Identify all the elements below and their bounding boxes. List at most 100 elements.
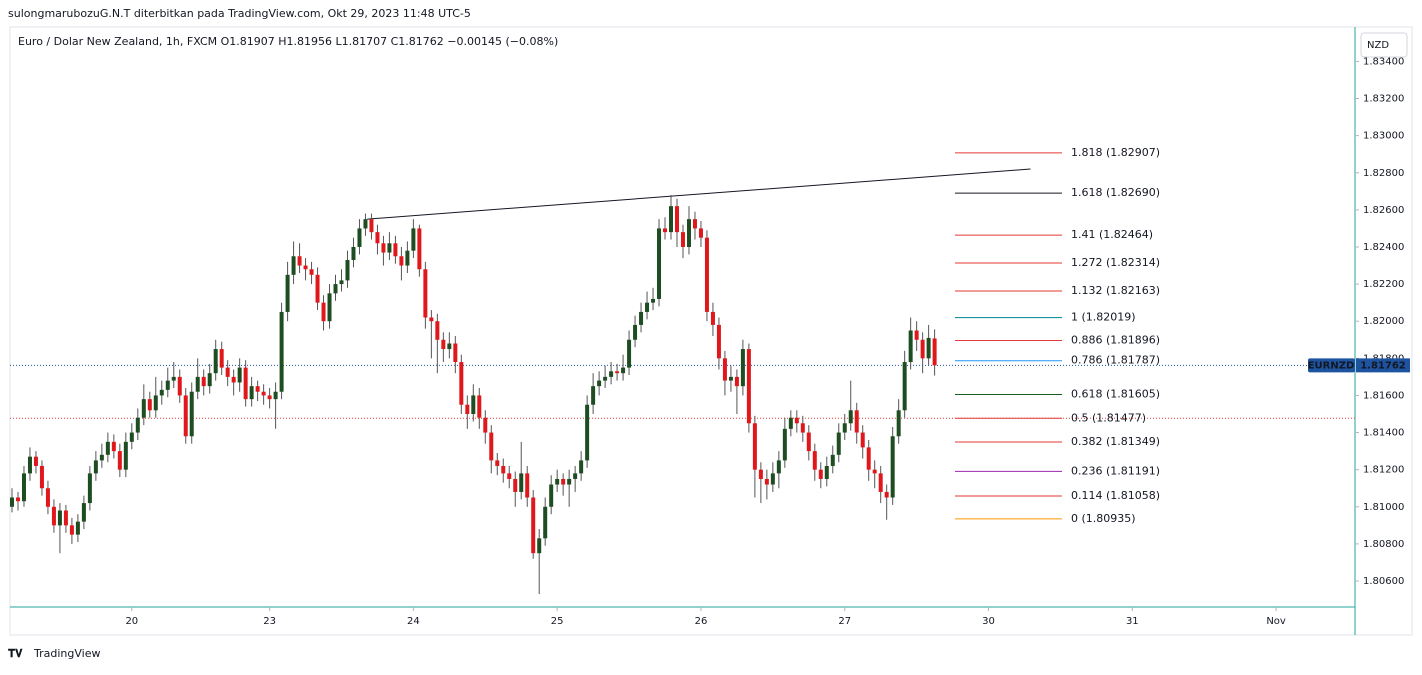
candle-body — [225, 367, 230, 377]
frame — [9, 26, 1413, 636]
x-tick-label: 27 — [838, 616, 851, 627]
candle-body — [932, 338, 937, 366]
candle-body — [33, 456, 38, 466]
candle-body — [111, 441, 116, 452]
candle-body — [351, 246, 356, 260]
candle-body — [393, 243, 398, 257]
brand: TradingView — [33, 647, 100, 660]
fib-label: 1.272 (1.82314) — [1071, 256, 1160, 269]
candle-body — [597, 380, 602, 387]
candle-body — [573, 473, 578, 479]
candle-body — [896, 410, 901, 437]
candle-body — [345, 259, 350, 281]
candle-body — [45, 488, 50, 507]
fib-label: 0.5 (1.81477) — [1071, 411, 1146, 424]
candle-body — [836, 432, 841, 455]
candle-body — [333, 284, 338, 294]
candle-body — [261, 391, 266, 396]
candle-body — [129, 432, 134, 442]
candle-body — [315, 274, 320, 303]
candle-body — [489, 432, 494, 461]
x-tick-label: Nov — [1266, 616, 1286, 627]
candle-body — [231, 376, 236, 383]
candle-body — [758, 469, 763, 479]
candle-body — [165, 380, 170, 390]
candle-body — [585, 404, 590, 461]
x-tick-label: 24 — [407, 616, 420, 627]
candle-body — [914, 330, 919, 340]
candle-body — [105, 441, 110, 455]
candle-body — [87, 473, 92, 504]
candle-body — [782, 428, 787, 461]
candle-body — [615, 371, 620, 374]
candle-body — [657, 228, 662, 299]
fib-label: 0.236 (1.81191) — [1071, 464, 1160, 477]
candle-body — [177, 376, 182, 396]
candle-body — [381, 243, 386, 253]
candle-body — [531, 497, 536, 554]
currency-box[interactable] — [1360, 32, 1408, 58]
candle-body — [441, 339, 446, 350]
candle-body — [249, 386, 254, 400]
fib-label: 1.41 (1.82464) — [1071, 228, 1153, 241]
candle-body — [525, 473, 530, 498]
y-tick-label: 1.82400 — [1363, 242, 1404, 253]
candle-body — [213, 349, 218, 374]
fib-label: 1.818 (1.82907) — [1071, 146, 1160, 159]
candle-body — [135, 417, 140, 433]
candle-body — [860, 432, 865, 448]
candle-body — [567, 478, 572, 485]
candle-body — [872, 469, 877, 474]
y-tick-label: 1.82800 — [1363, 168, 1404, 179]
price-badge-label: 1.81762 — [1360, 360, 1406, 371]
candle-body — [309, 269, 314, 275]
candle-body — [698, 228, 703, 238]
candle-body — [680, 232, 685, 247]
candle-body — [99, 454, 104, 461]
candle-body — [405, 250, 410, 266]
candle-body — [908, 330, 913, 363]
candle-body — [201, 376, 206, 387]
candle-body — [770, 473, 775, 485]
candle-body — [39, 465, 44, 489]
candle-body — [579, 460, 584, 474]
candle-body — [728, 376, 733, 381]
x-tick-label: 20 — [125, 616, 138, 627]
candle-body — [429, 317, 434, 322]
candle-body — [183, 395, 188, 437]
candle-body — [69, 525, 74, 535]
candle-body — [651, 298, 656, 303]
candle-body — [159, 389, 164, 396]
candle-body — [207, 373, 212, 387]
candle-body — [842, 423, 847, 433]
candle-body — [806, 432, 811, 452]
candle-body — [800, 423, 805, 433]
fib-label: 1 (1.82019) — [1071, 311, 1136, 324]
candle-body — [465, 404, 470, 414]
candle-body — [321, 302, 326, 322]
x-tick-label: 23 — [263, 616, 276, 627]
candle-body — [513, 478, 518, 492]
x-tick-label: 25 — [551, 616, 564, 627]
y-tick-label: 1.81000 — [1363, 502, 1404, 513]
candle-body — [812, 451, 817, 470]
candle-body — [75, 521, 80, 535]
candle-body — [549, 484, 554, 507]
candle-body — [890, 436, 895, 498]
candle-body — [141, 399, 146, 418]
candle-body — [824, 465, 829, 479]
candle-body — [561, 478, 566, 485]
fib-label: 1.132 (1.82163) — [1071, 284, 1160, 297]
candle-body — [621, 367, 626, 374]
candle-body — [15, 497, 20, 502]
candle-body — [507, 473, 512, 479]
candle-body — [459, 362, 464, 405]
candle-body — [902, 362, 907, 411]
candle-body — [752, 423, 757, 470]
x-tick-label: 26 — [695, 616, 708, 627]
candle-body — [399, 256, 404, 266]
y-tick-label: 1.80600 — [1363, 576, 1404, 587]
candle-body — [663, 228, 668, 233]
candle-body — [21, 473, 26, 502]
